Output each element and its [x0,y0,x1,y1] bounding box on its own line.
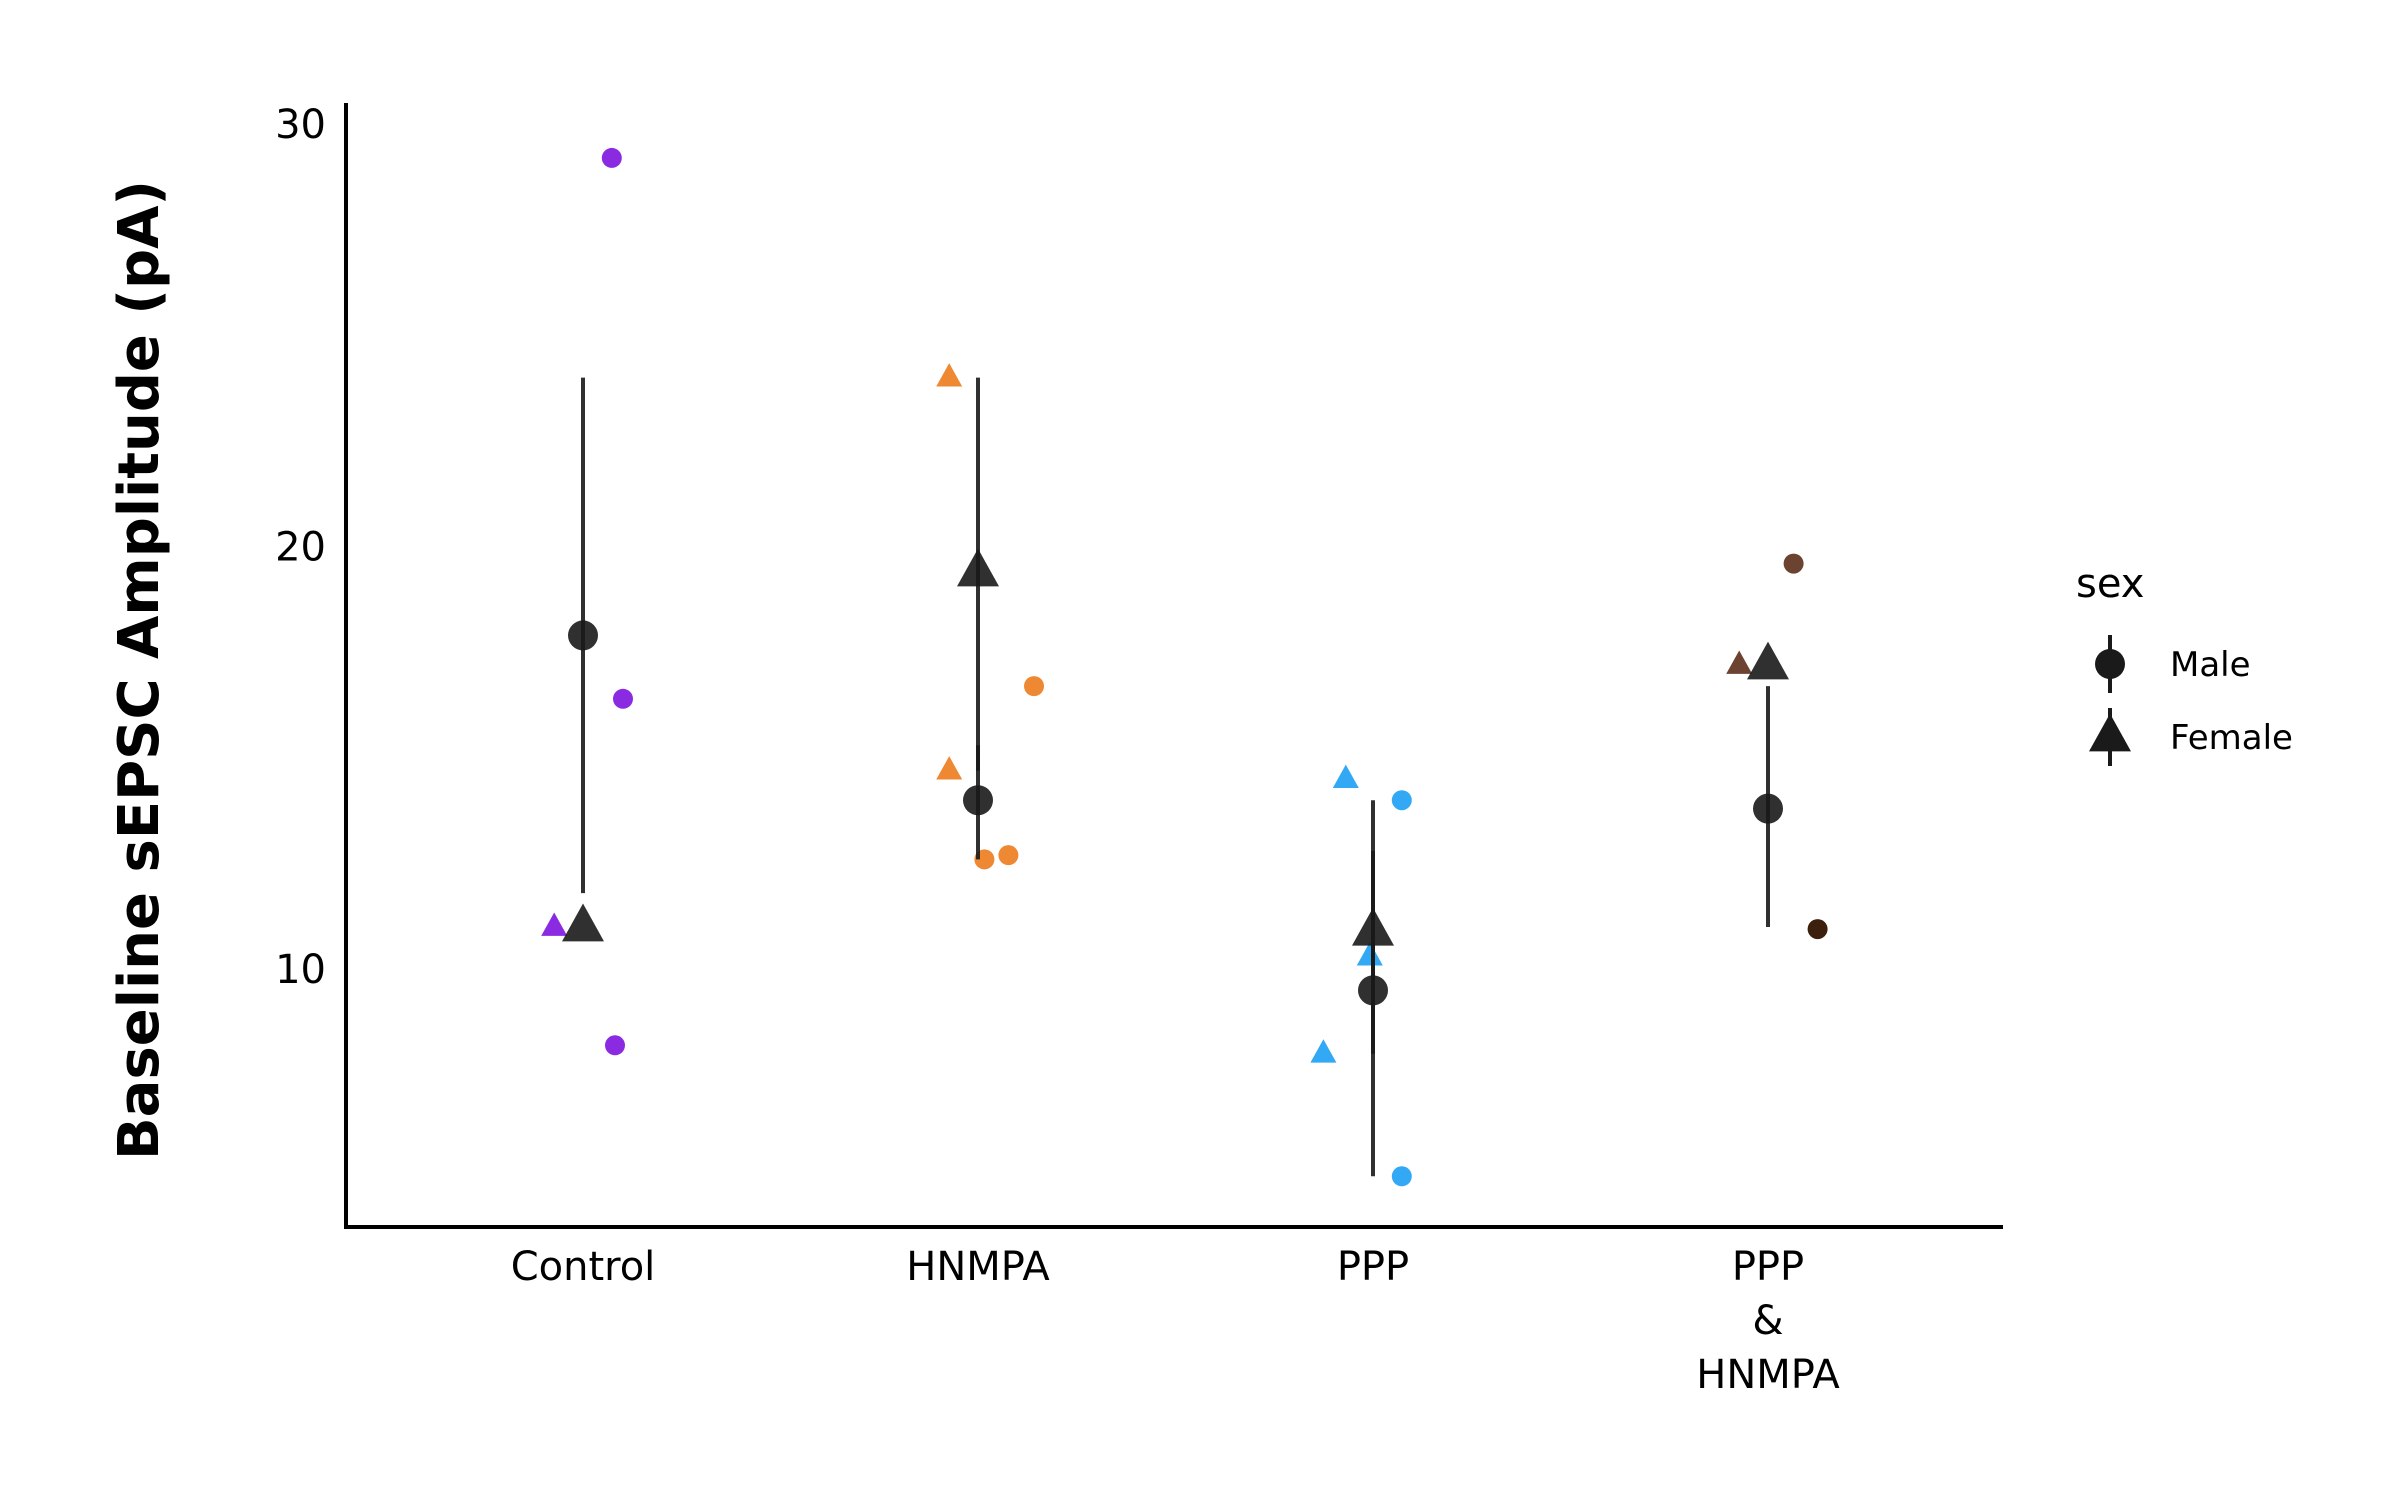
legend-key-triangle [2089,713,2131,752]
data-point-male [601,147,622,168]
legend-key-circle [2095,649,2125,679]
x-tick-label: HNMPA [906,1244,1050,1290]
data-point-male [1391,1166,1412,1187]
y-tick-label: 10 [275,947,326,993]
y-tick-label: 30 [275,102,326,148]
mean-marker-female [562,903,604,942]
x-tick-label: PPP [1337,1244,1409,1290]
data-point-male [1783,553,1804,574]
data-point-female [936,363,963,387]
data-point-female [1332,764,1359,788]
mean-marker-male [568,620,598,651]
data-point-female [1356,942,1383,966]
y-axis-title: Baseline sEPSC Amplitude (pA) [107,180,172,1160]
data-point-male [605,1035,625,1056]
mean-marker-male [963,785,993,816]
y-tick-label: 20 [275,525,326,571]
mean-marker-female [957,548,999,587]
data-point-female [936,756,963,780]
x-tick-label: PPP & HNMPA [1696,1244,1840,1398]
data-point-male [1807,919,1828,940]
data-point-female [1726,650,1753,674]
data-point-male [998,845,1019,866]
mean-marker-male [1753,793,1783,824]
legend-label: Female [2170,718,2293,758]
mean-marker-female [1747,641,1789,680]
data-point-male [613,688,633,709]
legend-label: Male [2170,645,2251,685]
data-point-female [1310,1039,1337,1063]
data-point-female [541,912,568,936]
data-point-male [1024,676,1044,697]
x-tick-label: Control [511,1244,656,1290]
data-point-male [1391,790,1412,811]
legend-title: sex [2076,561,2144,607]
mean-marker-female [1352,907,1394,946]
